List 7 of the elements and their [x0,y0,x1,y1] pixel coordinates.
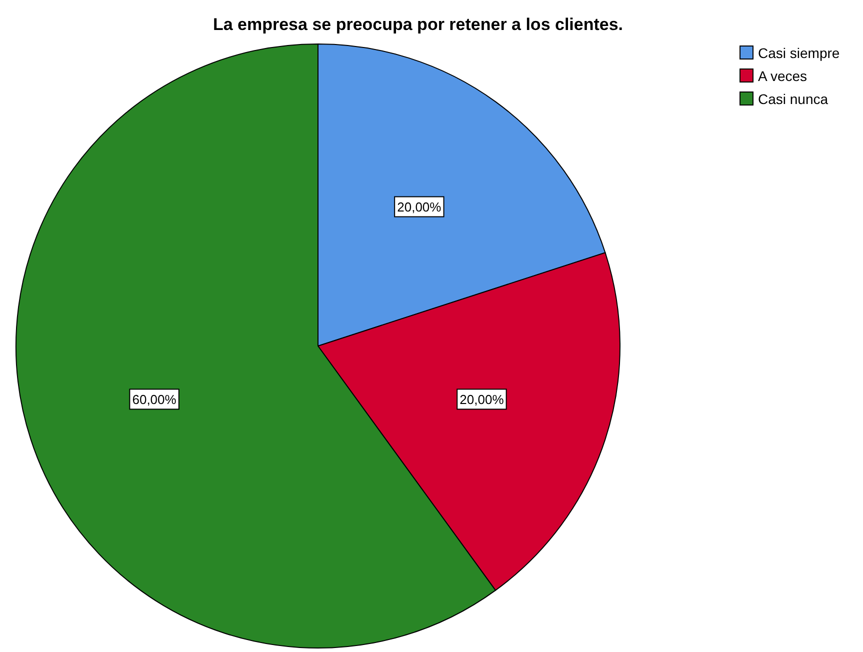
data-label: 60,00% [132,392,177,408]
legend-label: Casi nunca [758,91,828,107]
chart-title: La empresa se preocupa por retener a los clientes. [212,15,624,34]
legend-label: Casi siempre [758,45,840,61]
legend-label: A veces [758,68,808,84]
data-label: 20,00% [460,392,504,408]
data-label: 20,00% [397,200,442,215]
